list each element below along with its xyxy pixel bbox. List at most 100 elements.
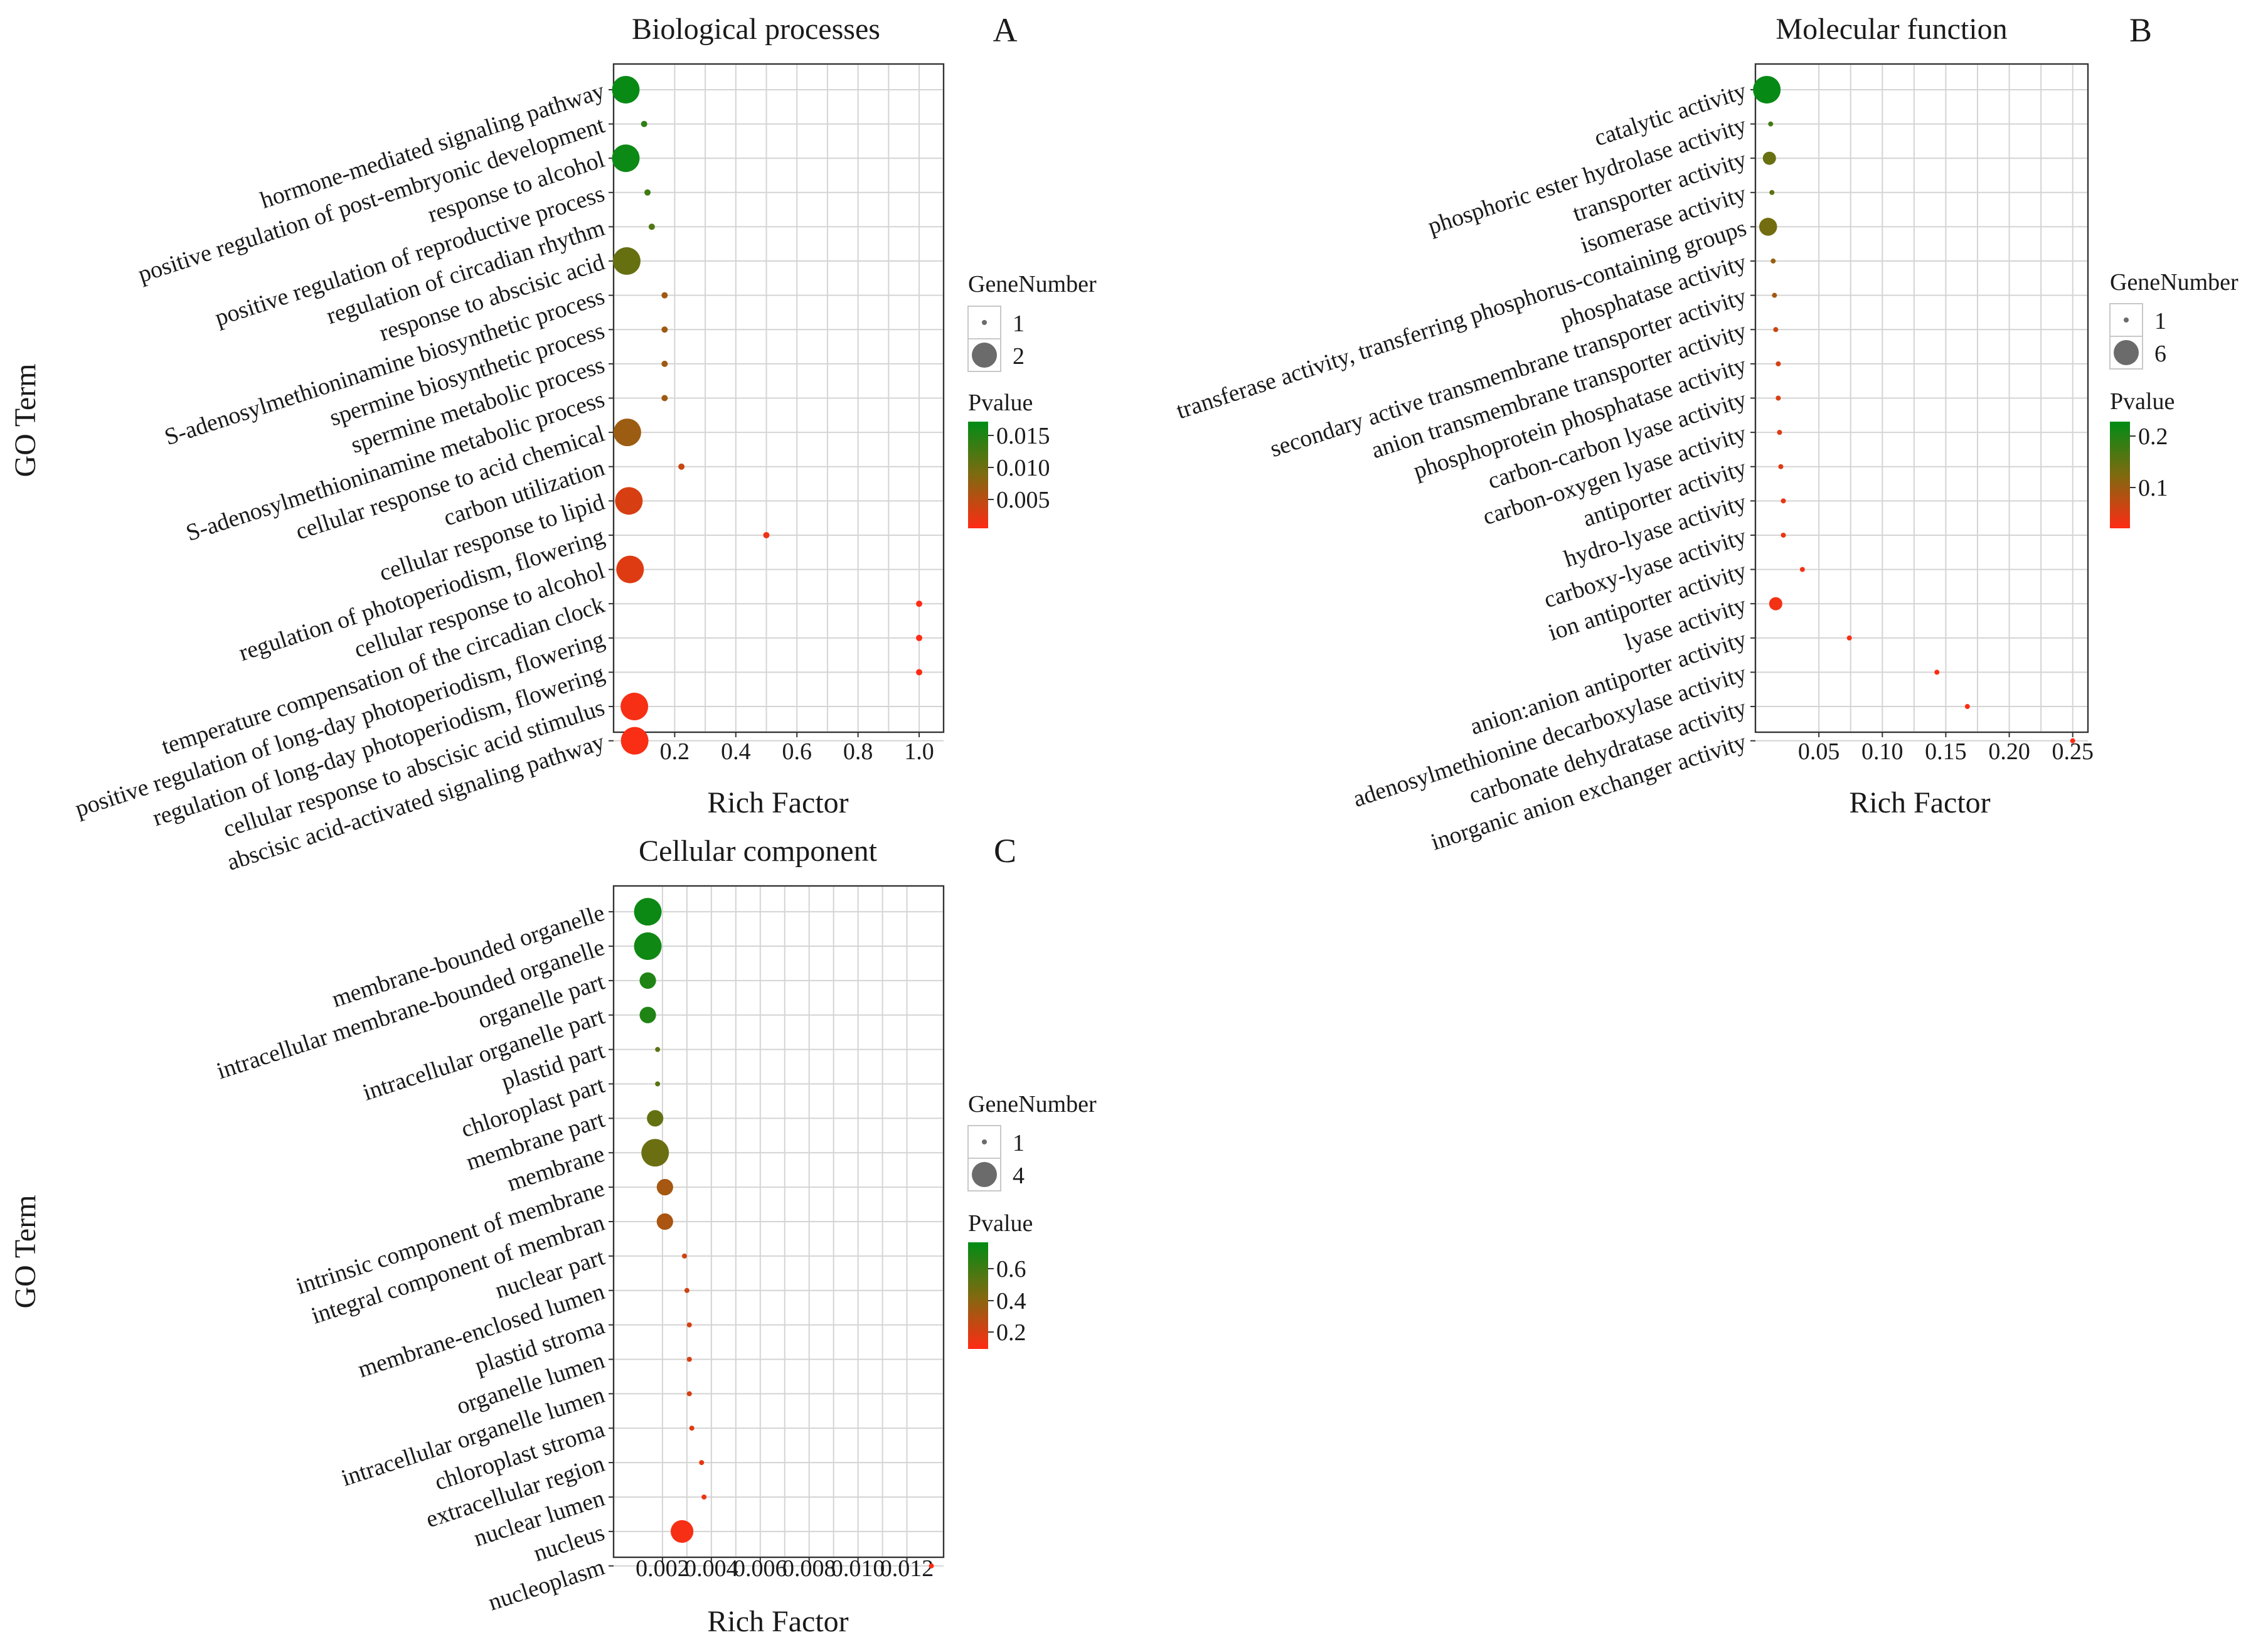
x-tick-label: 0.010	[831, 1555, 885, 1582]
legend-size-dot	[982, 1139, 987, 1144]
data-point	[701, 1494, 707, 1500]
legend-color-label: 0.2	[2138, 424, 2168, 450]
data-point	[1770, 259, 1776, 264]
x-tick-label: 1.0	[904, 738, 934, 765]
data-point	[1964, 704, 1970, 710]
data-point	[656, 1179, 673, 1196]
data-point	[648, 223, 655, 230]
legend-size-title: GeneNumber	[968, 271, 1097, 297]
plot-frame	[1754, 63, 2089, 733]
legend-size-title: GeneNumber	[968, 1091, 1097, 1117]
data-point	[1846, 635, 1852, 641]
data-point	[641, 120, 647, 127]
data-point	[689, 1426, 695, 1431]
x-tick-label: 0.20	[1988, 738, 2030, 765]
data-point	[686, 1391, 692, 1397]
panel-letter: C	[994, 832, 1016, 870]
panel-title: Biological processes	[632, 13, 880, 46]
data-point	[647, 1110, 664, 1127]
data-point	[639, 972, 656, 989]
legend-color-label: 0.010	[996, 455, 1050, 481]
data-point	[1769, 189, 1775, 195]
data-point	[655, 1081, 661, 1087]
x-tick-label: 0.4	[721, 738, 751, 765]
data-point	[2070, 738, 2075, 744]
data-point	[1777, 430, 1782, 435]
data-point	[620, 727, 649, 755]
legend-colorbar	[968, 422, 988, 528]
data-point	[661, 326, 668, 333]
data-point	[656, 1213, 673, 1230]
legend-size-dot	[982, 320, 987, 325]
data-point	[929, 1563, 934, 1569]
data-point	[1776, 361, 1781, 366]
legend: GeneNumber 1 2 Pvalue 0.015 0.010 0.005	[967, 271, 1097, 528]
data-point	[916, 600, 923, 607]
legend-size-label: 1	[2154, 308, 2166, 334]
x-tick-label: 0.012	[880, 1555, 934, 1582]
data-point	[686, 1322, 692, 1328]
x-axis-title: Rich Factor	[707, 786, 848, 819]
data-point	[1762, 151, 1776, 165]
data-point	[1769, 597, 1782, 610]
y-axis-title: GO Term	[9, 363, 42, 477]
x-tick-label: 0.006	[733, 1555, 787, 1582]
x-axis-title: Rich Factor	[1849, 786, 1990, 819]
legend-color-label: 0.005	[996, 487, 1050, 513]
panel-title: Molecular function	[1776, 13, 2007, 46]
x-tick-label: 0.004	[684, 1555, 738, 1582]
data-point	[684, 1287, 689, 1293]
data-point	[661, 292, 668, 299]
data-point	[681, 1253, 687, 1259]
plot-frame	[612, 63, 945, 733]
data-point	[1768, 121, 1774, 127]
legend-size-title: GeneNumber	[2110, 269, 2239, 296]
data-point	[612, 247, 641, 275]
data-point	[699, 1460, 705, 1466]
data-point	[620, 693, 649, 721]
legend-color-label: 0.6	[996, 1256, 1026, 1282]
legend-color-title: Pvalue	[968, 1210, 1033, 1237]
panel-letter: B	[2129, 11, 2152, 49]
data-point	[639, 1006, 656, 1023]
legend-size-label: 4	[1013, 1163, 1025, 1189]
data-point	[1753, 75, 1781, 104]
legend-color-label: 0.1	[2138, 475, 2168, 501]
legend-size-label: 1	[1013, 311, 1025, 337]
data-point	[641, 1139, 669, 1167]
data-point	[678, 463, 685, 470]
plot-frame	[612, 885, 945, 1559]
data-point	[1776, 395, 1781, 401]
data-point	[612, 75, 640, 104]
legend-colorbar	[968, 1242, 988, 1349]
x-tick-label: 0.05	[1798, 738, 1840, 765]
data-point	[916, 634, 923, 641]
data-point	[1781, 532, 1786, 538]
legend: GeneNumber 1 4 Pvalue 0.6 0.4 0.2	[967, 1091, 1097, 1349]
legend-color-label: 0.015	[996, 423, 1050, 449]
data-point	[1799, 567, 1805, 572]
y-axis-title: GO Term	[9, 1195, 42, 1308]
data-point	[1772, 292, 1777, 298]
legend-size-dot	[972, 343, 997, 368]
data-point	[1781, 498, 1786, 504]
legend-size-label: 1	[1013, 1130, 1025, 1156]
panel-letter: A	[993, 11, 1018, 49]
x-tick-label: 0.15	[1925, 738, 1967, 765]
legend-color-label: 0.4	[996, 1288, 1026, 1314]
x-tick-label: 0.2	[660, 738, 690, 765]
legend: GeneNumber 1 6 Pvalue 0.2 0.1	[2109, 269, 2239, 528]
legend-colorbar	[2110, 422, 2130, 528]
legend-color-title: Pvalue	[968, 390, 1033, 416]
data-point	[644, 189, 651, 196]
x-tick-label: 0.002	[636, 1555, 689, 1582]
data-point	[661, 395, 668, 402]
panel-title: Cellular component	[639, 834, 878, 868]
legend-color-label: 0.2	[996, 1319, 1026, 1346]
data-point	[1778, 464, 1784, 469]
data-point	[615, 487, 643, 515]
data-point	[661, 360, 668, 367]
data-point	[1759, 218, 1777, 236]
legend-size-dot	[2114, 340, 2139, 365]
